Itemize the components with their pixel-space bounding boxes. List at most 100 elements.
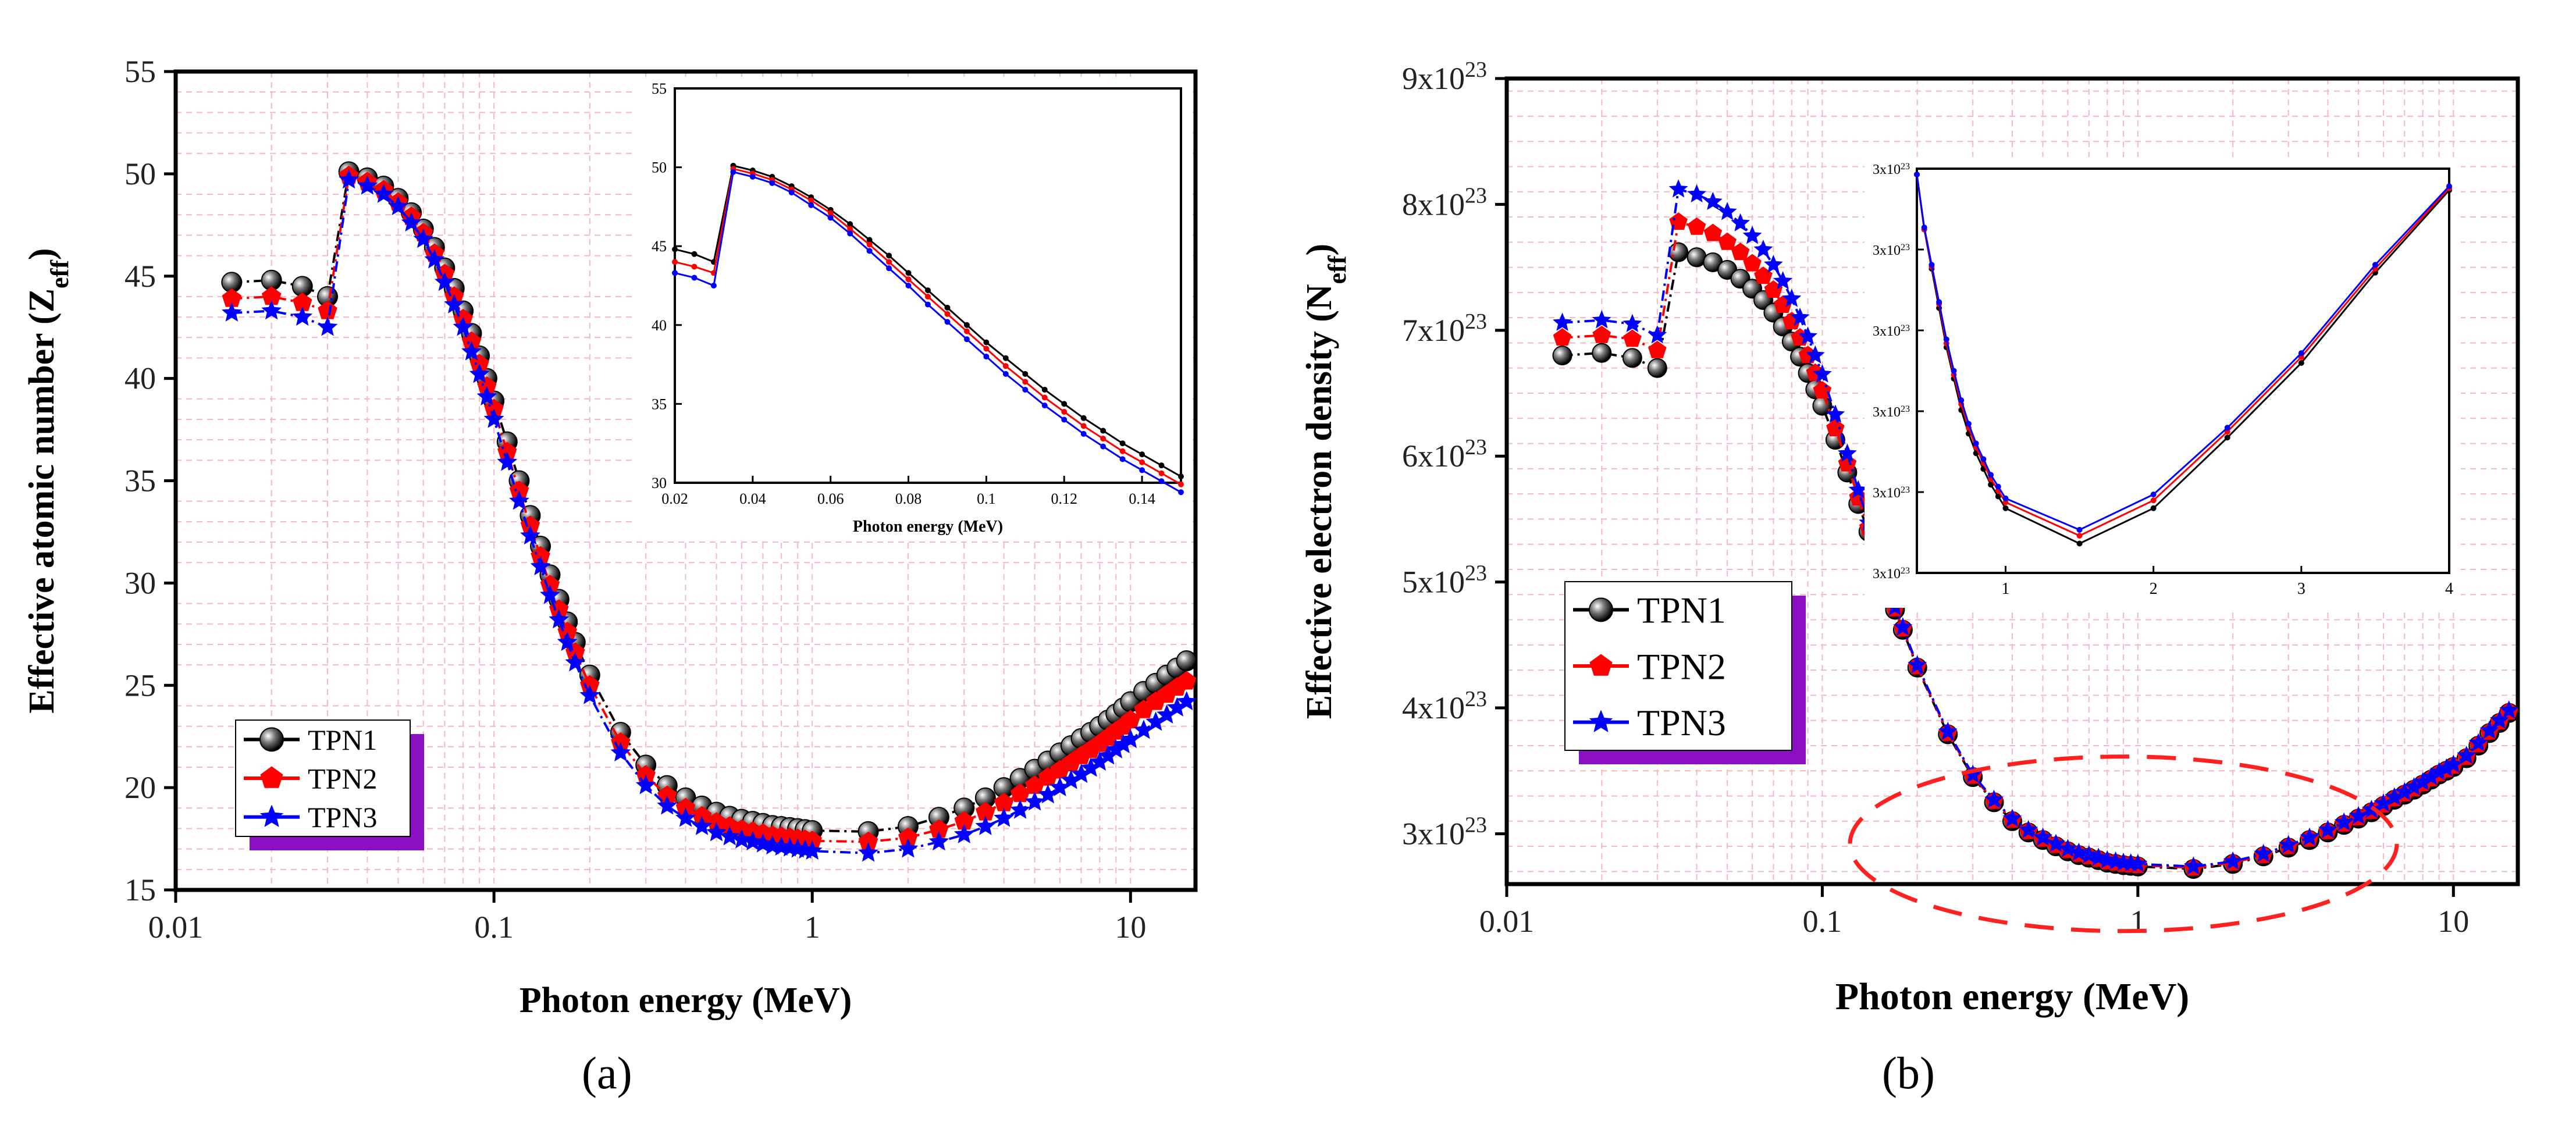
y-tick-label-a: 25 <box>124 668 156 703</box>
y-tick-label-a: 35 <box>124 464 156 498</box>
data-point-TPN3 <box>444 294 465 314</box>
data-point-TPN3 <box>1668 179 1688 198</box>
data-point-TPN2 <box>1623 329 1642 347</box>
data-point-TPN2 <box>1553 328 1572 346</box>
inset-a-point-TPN2 <box>1022 379 1029 385</box>
inset-a-point-TPN2 <box>1041 394 1048 401</box>
inset-a-point-TPN1 <box>963 322 970 328</box>
y-tick-label-a: 30 <box>124 565 156 600</box>
data-point-TPN3 <box>1790 307 1810 326</box>
y-tick-label-b: 3x1023 <box>1402 813 1487 851</box>
inset-a-point-TPN3 <box>963 336 970 343</box>
inset-a-point-TPN3 <box>730 169 736 175</box>
inset-b-point-TPN3 <box>1943 336 1949 343</box>
inset-b-point-TPN1 <box>2298 360 2304 366</box>
inset-b-x-tick-label: 2 <box>2150 580 2158 598</box>
data-point-TPN1 <box>1622 348 1642 368</box>
legend-label-TPN3: TPN3 <box>308 801 377 834</box>
legend-marker-TPN1 <box>1589 597 1613 622</box>
data-point-TPN3 <box>2490 710 2510 729</box>
inset-a-point-TPN3 <box>1061 416 1068 423</box>
inset-b-y-tick-exponent: 23 <box>1901 566 1910 576</box>
legend-marker-TPN1 <box>259 727 284 752</box>
inset-b-y-tick-exponent: 23 <box>1901 485 1910 495</box>
inset-b-point-TPN1 <box>2224 434 2230 441</box>
inset-b-point-TPN1 <box>1995 493 2001 500</box>
data-point-TPN1 <box>1176 650 1197 672</box>
data-point-TPN3 <box>434 271 455 291</box>
data-point-TPN3 <box>953 824 974 843</box>
data-point-TPN3 <box>1623 314 1642 332</box>
chart-b: 0.01 0.1 1 103x10234x10235x10236x10237x1023… <box>1300 58 2520 1018</box>
inset-a-point-TPN1 <box>983 339 990 345</box>
inset-a-point-TPN3 <box>788 189 795 195</box>
y-tick-label-b: 7x1023 <box>1402 309 1487 348</box>
inset-a-point-TPN3 <box>672 270 678 276</box>
y-tick-label-b-exponent: 23 <box>1465 58 1487 82</box>
legend-marker-TPN3 <box>1589 710 1613 732</box>
data-point-TPN3 <box>2479 720 2499 739</box>
data-point-TPN3 <box>339 169 360 189</box>
data-point-TPN3 <box>2019 820 2038 838</box>
data-point-TPN3 <box>731 829 752 849</box>
inset-a-point-TPN3 <box>1022 386 1029 393</box>
inset-b-y-tick-exponent: 23 <box>1901 243 1910 252</box>
y-tick-label-b: 6x1023 <box>1402 435 1487 473</box>
inset-b-y-tick-label: 3x1023 <box>1873 485 1910 501</box>
inset-b-y-tick-label: 3x1023 <box>1873 243 1910 259</box>
y-axis-label-a-tail: ) <box>22 248 62 260</box>
data-point-TPN2 <box>1592 325 1611 343</box>
inset-a-y-tick-label: 45 <box>652 238 667 255</box>
inset-a-point-TPN2 <box>1061 408 1068 415</box>
data-point-TPN1 <box>1647 358 1667 378</box>
legend-label-TPN1: TPN1 <box>308 724 377 756</box>
inset-a-point-TPN1 <box>1080 415 1087 421</box>
data-point-TPN3 <box>292 306 313 326</box>
inset-b-x-tick-label: 1 <box>2002 580 2010 598</box>
data-point-TPN3 <box>635 775 656 795</box>
inset-a-point-TPN2 <box>983 345 990 352</box>
data-point-TPN2 <box>1731 242 1750 261</box>
y-tick-label-b-exponent: 23 <box>1465 183 1487 208</box>
y-tick-label-b-mantissa: 4x10 <box>1402 690 1465 725</box>
data-point-TPN3 <box>530 555 551 576</box>
data-point-TPN3 <box>1687 184 1707 203</box>
data-point-TPN3 <box>461 341 482 361</box>
data-point-TPN3 <box>1984 789 2004 808</box>
data-point-TPN3 <box>1782 288 1802 307</box>
inset-a-point-TPN3 <box>710 283 717 288</box>
data-point-TPN3 <box>549 609 570 629</box>
legend-marker-TPN2 <box>260 766 283 788</box>
data-point-TPN3 <box>719 826 740 846</box>
inset-b-point-TPN2 <box>2150 497 2157 504</box>
inset-a-point-TPN1 <box>944 304 951 311</box>
x-axis-label-b: Photon energy (MeV) <box>1835 975 2190 1018</box>
y-tick-label-b-mantissa: 8x10 <box>1402 187 1465 222</box>
data-point-TPN3 <box>565 652 586 672</box>
inset-a-point-TPN2 <box>1002 363 1009 369</box>
inset-a-point-TPN2 <box>944 311 951 317</box>
inset-b-point-TPN3 <box>1980 456 1987 462</box>
inset-a-point-TPN2 <box>925 293 931 300</box>
x-tick-label-b: 1 <box>2130 904 2146 939</box>
legend-marker-TPN2 <box>1589 654 1613 676</box>
data-point-TPN3 <box>2318 820 2337 838</box>
data-point-TPN3 <box>2058 839 2077 857</box>
inset-b-point-TPN3 <box>1958 397 1965 404</box>
data-point-TPN3 <box>509 490 529 510</box>
data-point-TPN3 <box>2002 808 2022 827</box>
data-point-TPN3 <box>1703 191 1723 211</box>
y-tick-label-b-mantissa: 6x10 <box>1402 439 1465 473</box>
inset-a-point-TPN3 <box>1080 430 1087 437</box>
data-point-TPN3 <box>557 632 578 651</box>
y-tick-label-b: 8x1023 <box>1402 183 1487 222</box>
data-point-TPN3 <box>2334 812 2354 831</box>
data-point-TPN3 <box>453 316 474 336</box>
data-point-TPN3 <box>424 249 445 269</box>
y-axis-label-b-tail: ) <box>1300 244 1339 256</box>
data-point-TPN2 <box>1703 223 1723 241</box>
data-point-TPN3 <box>1717 202 1737 220</box>
inset-a-point-TPN1 <box>1178 473 1184 480</box>
data-point-TPN3 <box>1763 254 1783 273</box>
